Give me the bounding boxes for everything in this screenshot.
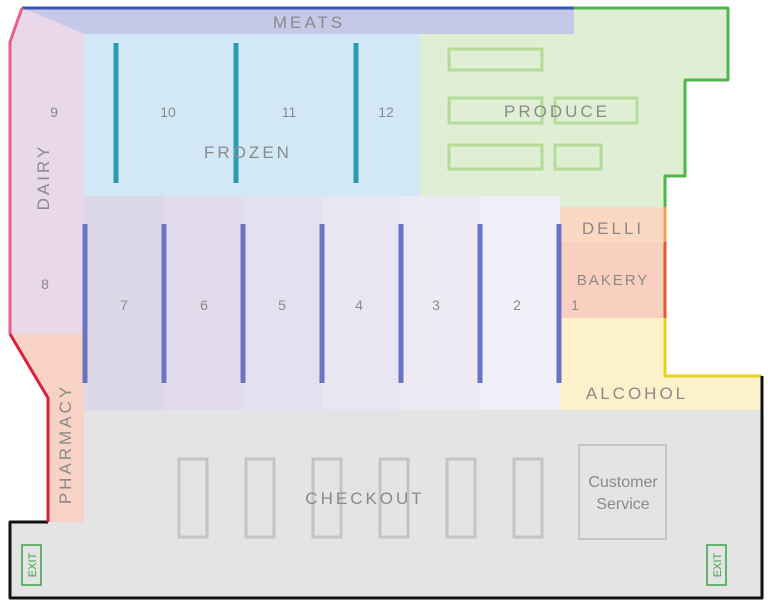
border-alcohol	[665, 318, 762, 376]
produce-label: PRODUCE	[504, 102, 610, 121]
aisle-number-1: 1	[571, 297, 579, 313]
alcohol-label: ALCOHOL	[586, 384, 688, 403]
aisle-number-4: 4	[355, 297, 363, 313]
aisle-number-7: 7	[120, 297, 128, 313]
exit-right-label: EXIT	[712, 552, 724, 577]
deli-label: DELLI	[582, 219, 644, 238]
aisle-number-2: 2	[513, 297, 521, 313]
aisle-number-6: 6	[200, 297, 208, 313]
bakery-label: BAKERY	[577, 272, 650, 289]
aisle-number-5: 5	[278, 297, 286, 313]
aisle-number-3: 3	[432, 297, 440, 313]
aisle-number-9: 9	[50, 104, 58, 120]
aisle-number-10: 10	[160, 104, 176, 120]
pharmacy-label: PHARMACY	[56, 384, 75, 504]
meats-label: MEATS	[273, 13, 345, 32]
checkout-label: CHECKOUT	[305, 489, 424, 508]
aisle-number-12: 12	[378, 104, 394, 120]
customer-service-label-line2: Service	[596, 496, 649, 513]
dairy-label: DAIRY	[34, 144, 53, 211]
frozen-zone[interactable]	[84, 34, 420, 196]
customer-service-label-line1: Customer	[588, 474, 658, 491]
aisle-number-11: 11	[282, 104, 297, 120]
aisle-band-3	[401, 196, 480, 410]
frozen-label: FROZEN	[204, 143, 292, 162]
exit-left-label: EXIT	[27, 552, 39, 577]
aisle-number-8: 8	[41, 276, 49, 292]
